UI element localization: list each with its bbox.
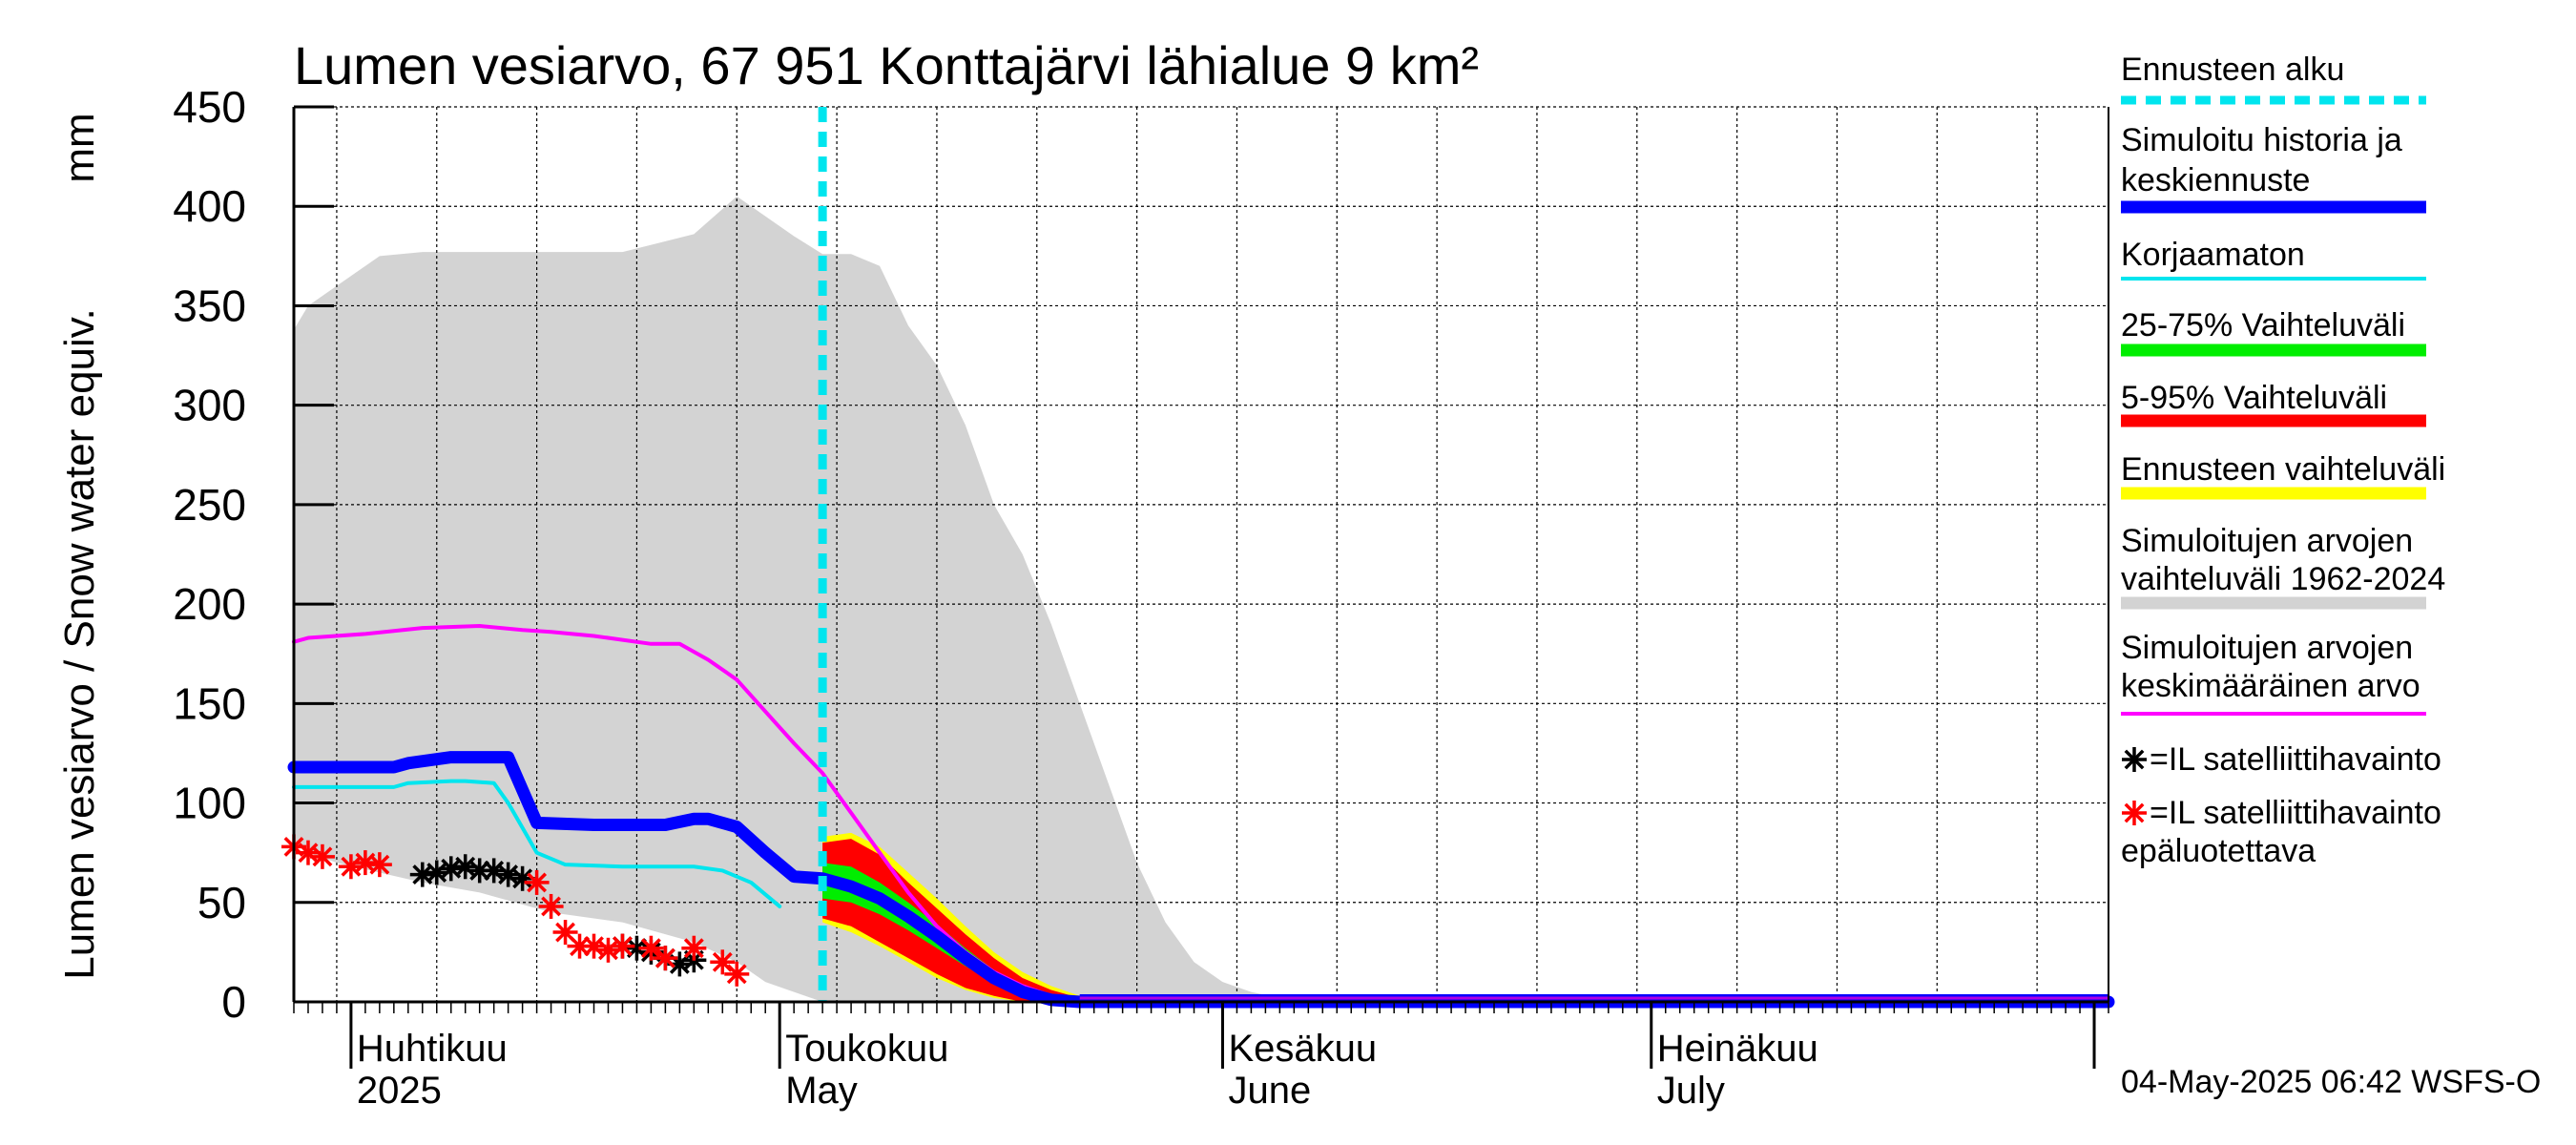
satellite-unreliable-marker	[567, 933, 592, 959]
y-tick-label: 0	[221, 977, 246, 1027]
x-tick-label-sub: May	[785, 1070, 858, 1112]
y-tick-label: 400	[173, 181, 246, 231]
legend-label: Ennusteen vaihteluväli	[2121, 451, 2445, 488]
y-tick-label: 50	[197, 878, 246, 927]
y-axis-label: Lumen vesiarvo / Snow water equiv.	[56, 308, 103, 980]
legend-label: Simuloitu historia ja	[2121, 122, 2402, 158]
legend-label: keskiennuste	[2121, 162, 2310, 198]
y-axis-unit: mm	[56, 113, 103, 182]
legend-label: keskimääräinen arvo	[2121, 668, 2420, 704]
uncorrected-line	[292, 779, 782, 908]
legend-label: Simuloitujen arvojen	[2121, 630, 2413, 666]
satellite-unreliable-marker	[524, 869, 550, 895]
legend-marker	[2122, 747, 2147, 772]
satellite-unreliable-marker	[309, 843, 335, 869]
satellite-marker	[409, 862, 435, 887]
legend-label: 25-75% Vaihteluväli	[2121, 307, 2405, 344]
y-tick-label: 250	[173, 480, 246, 530]
legend-label: Korjaamaton	[2121, 237, 2305, 273]
legend-marker	[2122, 801, 2147, 825]
chart-title: Lumen vesiarvo, 67 951 Konttajärvi lähia…	[294, 35, 1479, 95]
satellite-unreliable-marker	[352, 850, 378, 876]
y-tick-label: 300	[173, 381, 246, 430]
x-tick-label-month: Huhtikuu	[357, 1028, 508, 1070]
y-tick-label: 100	[173, 779, 246, 828]
satellite-unreliable-marker	[366, 852, 392, 878]
legend: Ennusteen alku Simuloitu historia ja keski…	[2121, 52, 2445, 869]
plot-area	[281, 106, 2115, 1009]
legend-marker-label: epäluotettava	[2121, 833, 2316, 869]
x-tick-label-month: Kesäkuu	[1228, 1028, 1377, 1070]
x-tick-label-sub: 2025	[357, 1070, 442, 1112]
simulated-forecast-line	[287, 751, 2115, 1009]
y-tick-label: 200	[173, 579, 246, 629]
legend-label: 5-95% Vaihteluväli	[2121, 380, 2387, 416]
satellite-unreliable-marker	[710, 949, 736, 975]
satellite-unreliable-marker	[681, 935, 707, 961]
p5-95-band	[822, 839, 1109, 1002]
satellite-unreliable-marker	[724, 961, 750, 987]
x-tick-label-month: Toukokuu	[785, 1028, 948, 1070]
legend-marker-label: =IL satelliittihavainto	[2150, 795, 2441, 831]
satellite-unreliable-marker	[610, 933, 635, 959]
satellite-marker	[481, 858, 507, 884]
satellite-unreliable-marker	[638, 935, 664, 961]
legend-marker-label: =IL satelliittihavainto	[2150, 741, 2441, 778]
timestamp: 04-May-2025 06:42 WSFS-O	[2121, 1064, 2541, 1100]
legend-label: vaihteluväli 1962-2024	[2121, 561, 2445, 597]
y-tick-label: 350	[173, 281, 246, 330]
y-tick-label: 450	[173, 82, 246, 132]
satellite-unreliable-marker	[538, 893, 564, 919]
legend-label: Ennusteen alku	[2121, 52, 2344, 88]
x-tick-label-sub: July	[1657, 1070, 1725, 1112]
satellite-unreliable-marker	[653, 946, 678, 971]
historical-range-band	[294, 196, 2109, 1003]
y-tick-label: 150	[173, 678, 246, 728]
x-tick-label-month: Heinäkuu	[1657, 1028, 1818, 1070]
legend-label: Simuloitujen arvojen	[2121, 523, 2413, 559]
x-tick-label-sub: June	[1228, 1070, 1311, 1112]
